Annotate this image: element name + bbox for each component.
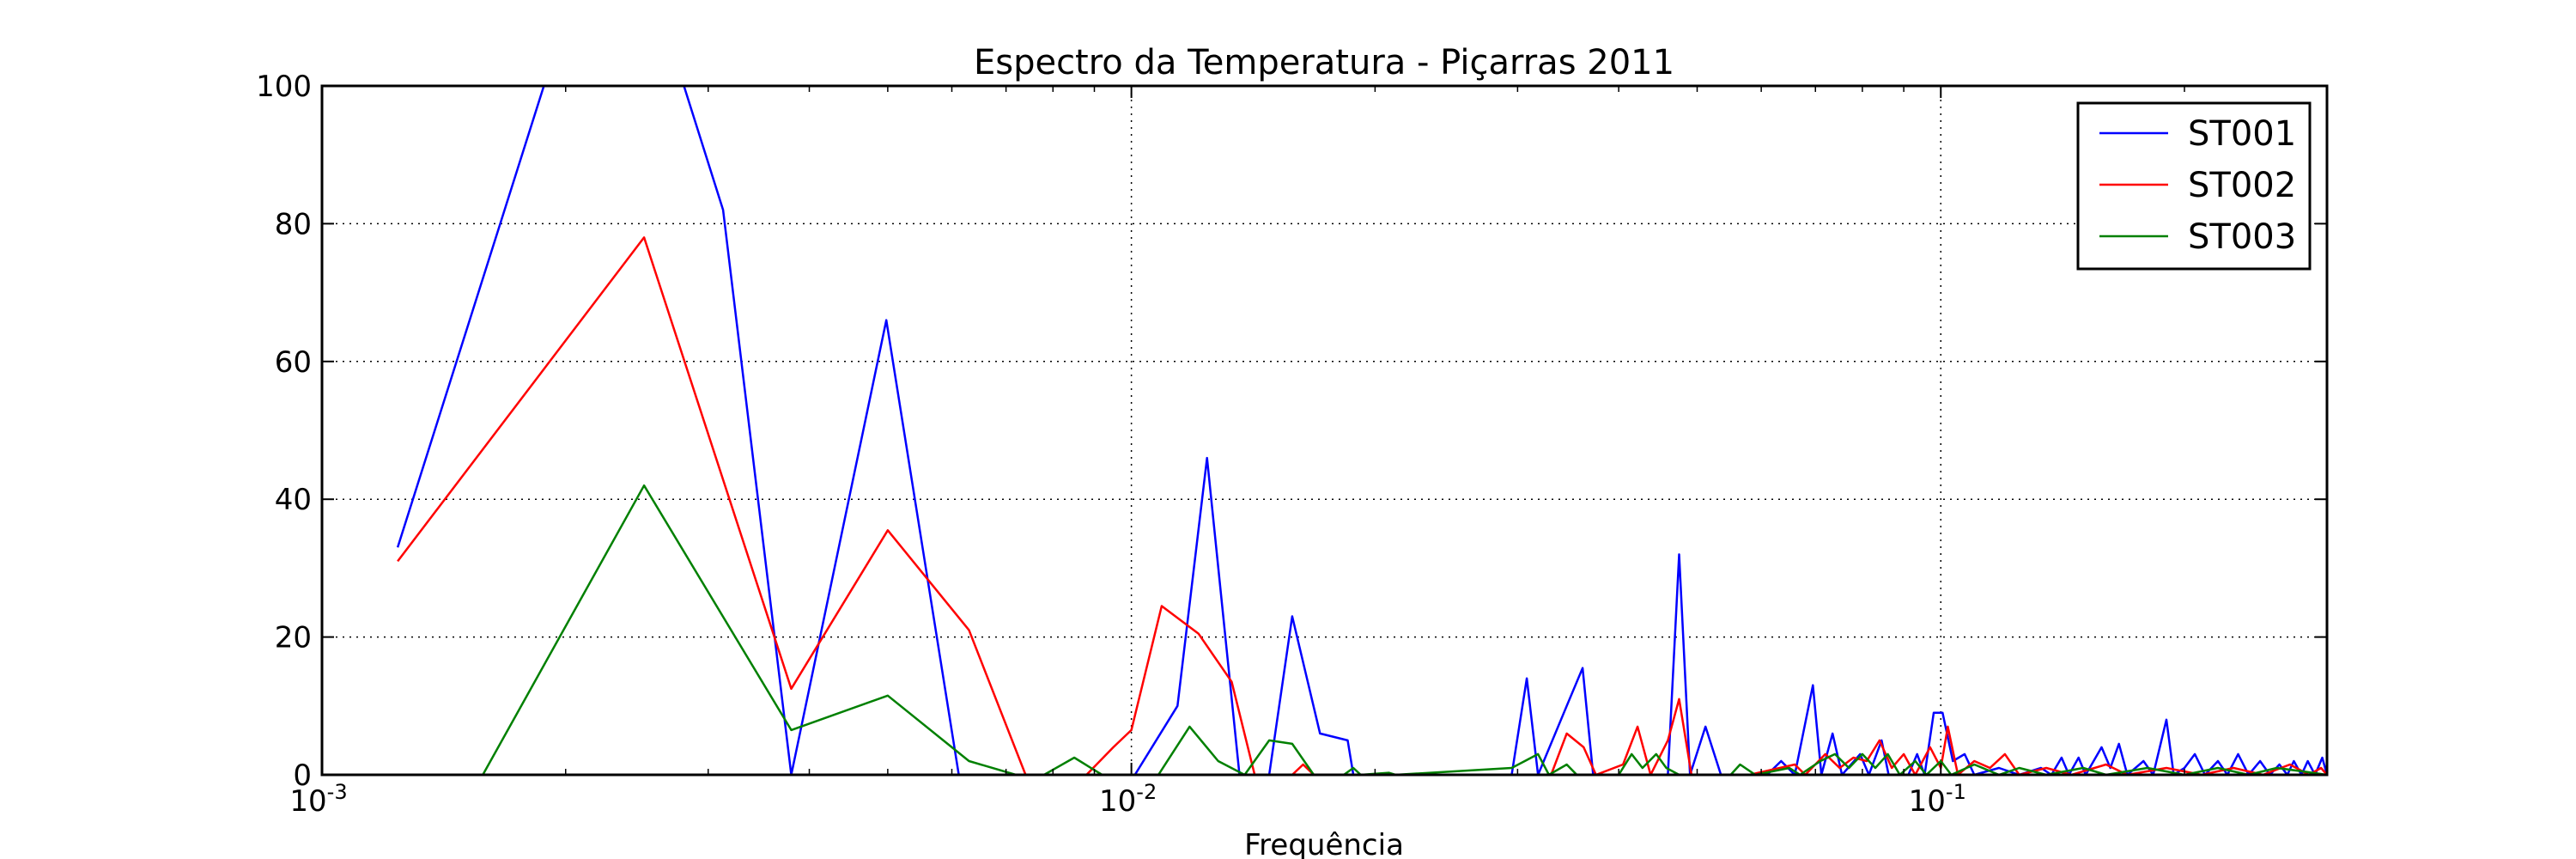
y-tick-label: 20 bbox=[275, 621, 312, 655]
grid-lines bbox=[322, 86, 2327, 775]
x-tick-label: 10-2 bbox=[1099, 780, 1157, 819]
y-tick-label: 100 bbox=[256, 70, 312, 104]
x-tick-base: 10 bbox=[1909, 784, 1946, 819]
x-tick-exponent: -1 bbox=[1946, 780, 1966, 804]
x-tick-label: 10-3 bbox=[289, 780, 347, 819]
y-tick-label: 80 bbox=[275, 207, 312, 241]
series-line-st001 bbox=[396, 86, 2327, 775]
x-tick-base: 10 bbox=[289, 784, 326, 819]
x-tick-label: 10-1 bbox=[1909, 780, 1966, 819]
series-line-st003 bbox=[482, 484, 2327, 775]
series-line-st002 bbox=[397, 236, 2327, 775]
legend-label-st002: ST002 bbox=[2188, 166, 2296, 205]
x-tick-exponent: -2 bbox=[1136, 780, 1157, 804]
legend-label-st003: ST003 bbox=[2188, 217, 2296, 257]
legend-label-st001: ST001 bbox=[2188, 114, 2296, 154]
y-tick-label: 60 bbox=[275, 345, 312, 380]
series-lines bbox=[396, 86, 2327, 775]
y-tick-label: 40 bbox=[275, 483, 312, 517]
x-tick-base: 10 bbox=[1099, 784, 1136, 819]
x-tick-exponent: -3 bbox=[327, 780, 348, 804]
chart-title: Espectro da Temperatura - Piçarras 2011 bbox=[974, 43, 1674, 82]
y-tick-label: 0 bbox=[293, 758, 312, 793]
legend-box bbox=[2076, 101, 2312, 271]
axis-ticks bbox=[321, 85, 2327, 776]
legend: ST001 ST002 ST003 bbox=[2076, 101, 2312, 271]
plot-area-frame bbox=[320, 84, 2329, 777]
x-axis-label: Frequência bbox=[1244, 828, 1404, 859]
